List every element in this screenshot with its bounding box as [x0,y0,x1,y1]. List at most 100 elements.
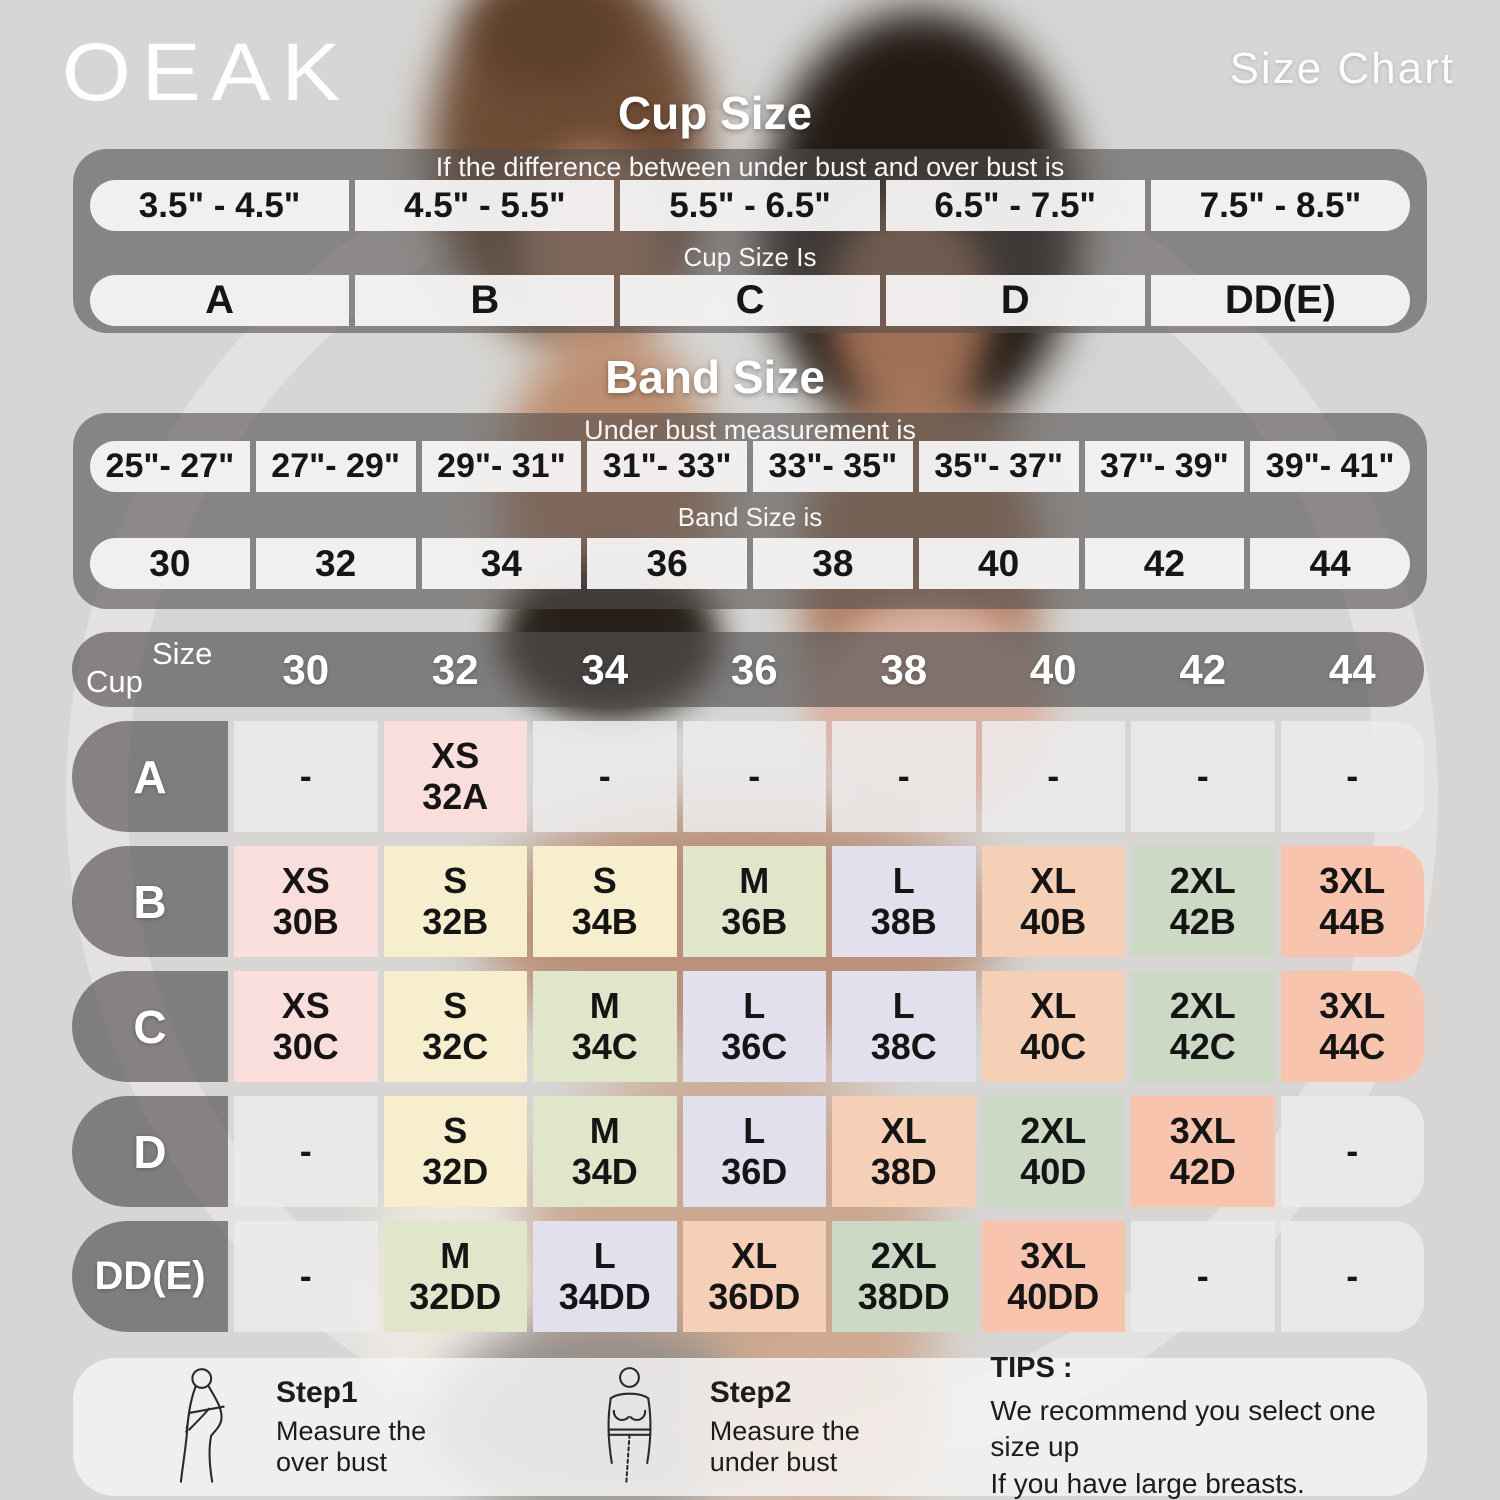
step1-title: Step1 [276,1375,358,1409]
band-range-cell: 33"- 35" [753,441,913,492]
matrix-cell: M 34D [533,1096,677,1207]
cup-letter-cell: DD(E) [1150,275,1411,326]
cup-size-section-title: Cup Size [617,87,813,139]
matrix-cell: S 32D [383,1096,527,1207]
matrix-cell: 2XL 42C [1131,971,1275,1082]
band-range-cell: 37"- 39" [1084,441,1245,492]
band-size-cell: 44 [1250,538,1410,589]
step2-line1: Measure the [709,1415,860,1446]
matrix-cell: - [1280,1221,1424,1332]
band-range-cell: 27"- 29" [255,441,416,492]
matrix-col-header: 36 [730,645,778,693]
cup-size-table: If the difference between under bust and… [73,149,1427,333]
matrix-cell: 2XL 42B [1131,846,1275,957]
band-size-cell: 36 [587,538,747,589]
step1-block: Step1 Measure the over bust [276,1376,462,1478]
cup-letter-cell: C [620,275,880,326]
matrix-row-DDE: DD(E) - M 32DD L 34DD XL 36DD 2XL 38DD 3… [72,1221,1424,1332]
cup-table-header: If the difference between under bust and… [435,152,1065,182]
size-matrix: Size Cup 30 32 34 36 38 40 42 44 A - XS … [72,632,1424,1332]
step2-title: Step2 [709,1375,792,1409]
cup-table-mid-label: Cup Size Is [683,242,817,272]
band-size-cell: 32 [255,538,416,589]
matrix-col-header: 32 [431,645,479,693]
matrix-col-header: 44 [1328,645,1376,693]
band-size-row: 30 32 34 36 38 40 42 44 [90,538,1410,589]
cup-range-row: 3.5" - 4.5" 4.5" - 5.5" 5.5" - 6.5" 6.5"… [90,180,1411,231]
band-size-section-title: Band Size [605,351,825,403]
matrix-cell: XL 38D [832,1096,976,1207]
matrix-cell: XL 40C [981,971,1125,1082]
matrix-cell: L 36D [682,1096,826,1207]
cup-range-cell: 4.5" - 5.5" [355,180,615,231]
step1-line1: Measure the [276,1415,427,1446]
matrix-cell: - [981,721,1125,832]
page-title: Size Chart [1229,44,1455,93]
matrix-col-header: 34 [581,645,629,693]
matrix-corner-label: Size Cup [72,632,228,707]
matrix-cell: S 32C [383,971,527,1082]
matrix-col-header: 40 [1029,645,1077,693]
band-size-cell: 30 [90,538,250,589]
matrix-cell: L 38B [832,846,976,957]
matrix-cell: 3XL 44C [1280,971,1424,1082]
matrix-cell: XS 30C [234,971,378,1082]
corner-cup-label: Cup [86,664,143,699]
matrix-header-row: Size Cup 30 32 34 36 38 40 42 44 [72,632,1424,707]
tips-title: TIPS : [990,1351,1073,1384]
matrix-cell: S 32B [383,846,527,957]
corner-size-label: Size [152,636,213,671]
matrix-cell: - [1131,1221,1275,1332]
matrix-row-label: DD(E) [72,1221,228,1332]
band-range-cell: 29"- 31" [421,441,582,492]
matrix-col-header: 30 [282,645,330,693]
step2-line2: under bust [709,1447,838,1477]
band-table-mid-label: Band Size is [677,502,823,532]
cup-letter-row: A B C D DD(E) [90,275,1411,326]
matrix-row-label: B [72,846,228,957]
band-range-cell: 39"- 41" [1250,441,1410,492]
band-range-cell: 35"- 37" [918,441,1079,492]
band-range-row: 25"- 27" 27"- 29" 29"- 31" 31"- 33" 33"-… [90,441,1410,492]
step1-line2: over bust [276,1447,388,1477]
matrix-cell: L 38C [832,971,976,1082]
matrix-cell: 2XL 40D [981,1096,1125,1207]
matrix-cell: S 34B [533,846,677,957]
band-size-cell: 40 [918,538,1079,589]
band-size-cell: 38 [753,538,913,589]
matrix-cell: M 36B [682,846,826,957]
step2-block: Step2 Measure the under bust [710,1376,896,1478]
matrix-cell: - [1280,1096,1424,1207]
matrix-cell: 3XL 42D [1131,1096,1275,1207]
matrix-cell: - [234,1096,378,1207]
matrix-cell: L 36C [682,971,826,1082]
cup-letter-cell: D [885,275,1145,326]
measure-over-bust-icon [179,1367,225,1483]
matrix-col-header: 38 [880,645,928,693]
matrix-cell: - [234,721,378,832]
cup-letter-cell: A [90,275,350,326]
matrix-row-A: A - XS 32A - - - - - - [72,721,1424,832]
band-size-cell: 34 [421,538,582,589]
matrix-cell: L 34DD [533,1221,677,1332]
matrix-cell: 3XL 44B [1280,846,1424,957]
band-size-cell: 42 [1084,538,1245,589]
band-range-cell: 31"- 33" [587,441,747,492]
cup-range-cell: 7.5" - 8.5" [1150,180,1411,231]
matrix-row-label: D [72,1096,228,1207]
matrix-cell: M 34C [533,971,677,1082]
matrix-col-header: 42 [1179,645,1227,693]
matrix-cell: - [682,721,826,832]
matrix-cell: - [234,1221,378,1332]
matrix-cell: - [1131,721,1275,832]
measuring-instructions: Step1 Measure the over bust Step2 Measur… [73,1352,1427,1499]
cup-range-cell: 6.5" - 7.5" [885,180,1145,231]
matrix-row-D: D - S 32D M 34D L 36D XL 38D 2XL 40D 3XL… [72,1096,1424,1207]
tips-line2: If you have large breasts. [990,1467,1305,1499]
brand-logo: OEAK [62,27,352,118]
matrix-row-label: A [72,721,228,832]
cup-letter-cell: B [355,275,615,326]
measure-under-bust-icon [607,1366,652,1483]
cup-range-cell: 3.5" - 4.5" [90,180,350,231]
